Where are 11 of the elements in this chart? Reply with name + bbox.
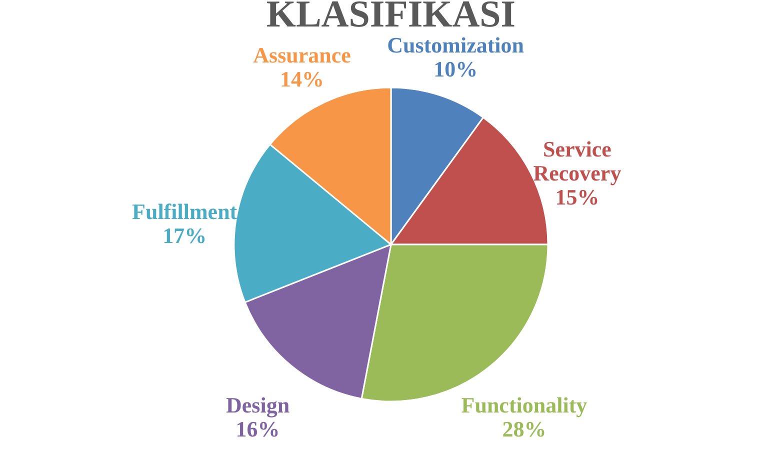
data-label: 10% bbox=[434, 56, 478, 82]
slice-label: Functionality bbox=[461, 392, 588, 418]
data-label: 16% bbox=[236, 416, 280, 442]
data-label: 14% bbox=[280, 66, 324, 92]
data-label: 28% bbox=[502, 416, 546, 442]
data-label: 15% bbox=[555, 184, 600, 210]
slice-label: Fulfillment bbox=[132, 198, 238, 224]
data-label: 17% bbox=[162, 222, 207, 248]
slice-label: Assurance bbox=[253, 42, 352, 68]
slice-label: Service Recovery bbox=[533, 136, 622, 186]
slice-label: Design bbox=[226, 392, 290, 418]
